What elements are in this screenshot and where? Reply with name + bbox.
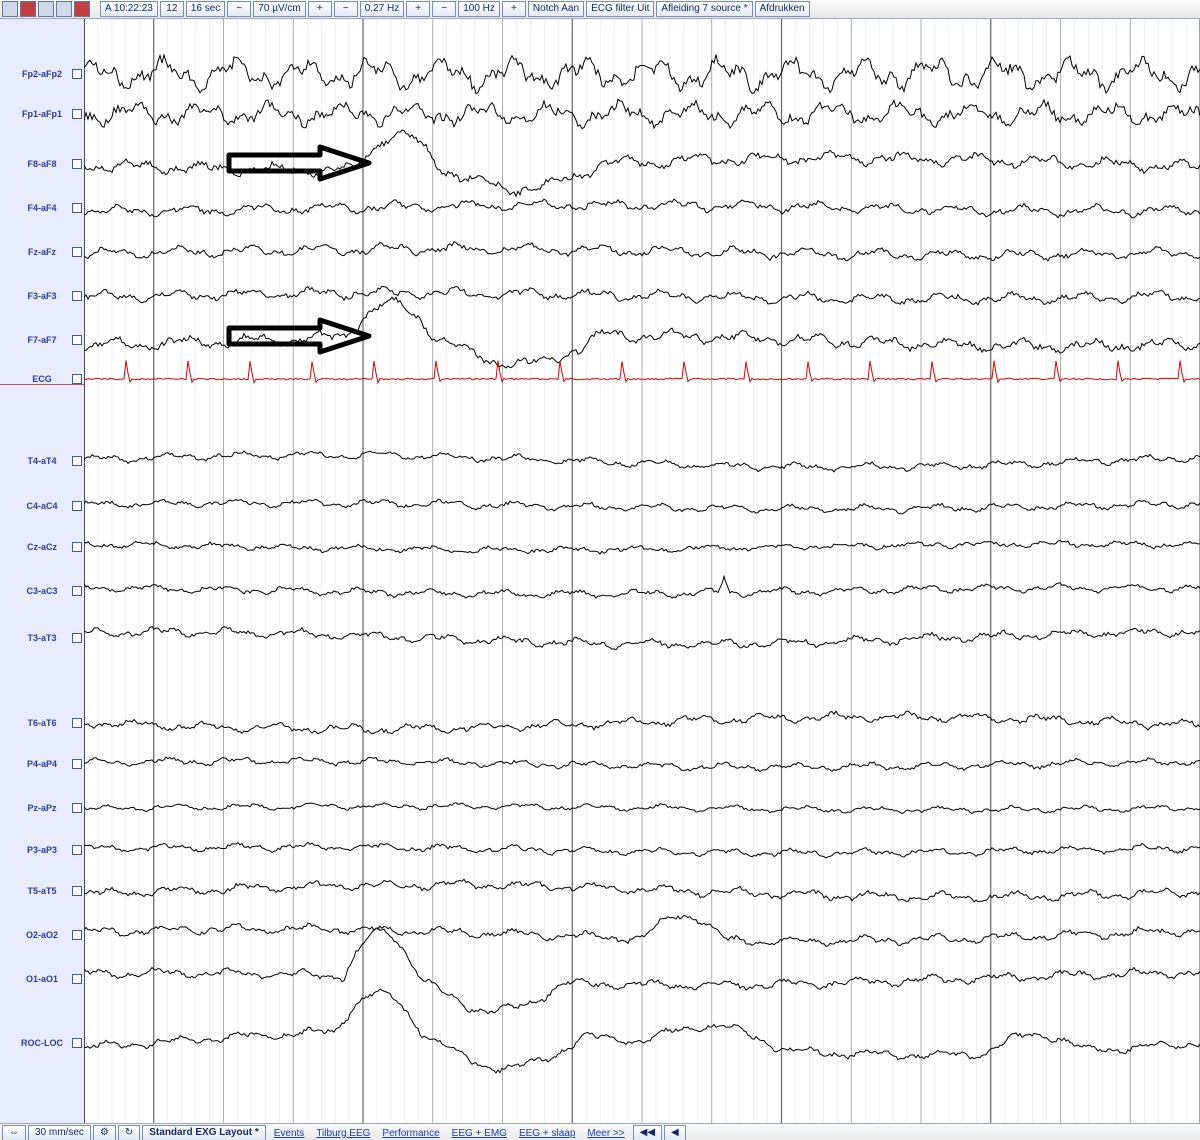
channel-toggle[interactable] (72, 803, 82, 813)
waveform-plot[interactable] (84, 19, 1200, 1123)
channel-toggle[interactable] (72, 69, 82, 79)
channel-label: O1-aO1 (12, 974, 72, 984)
refresh-icon[interactable]: ↻ (118, 1125, 140, 1140)
ecg-filter-button[interactable]: ECG filter Uit (586, 1, 654, 17)
channel-toggle[interactable] (72, 247, 82, 257)
channel-toggle[interactable] (72, 886, 82, 896)
highcut-value[interactable]: 100 Hz (458, 1, 500, 17)
status-link-1[interactable]: Tilburg EEG (310, 1128, 376, 1139)
speaker-icon[interactable] (56, 1, 72, 17)
print-button[interactable]: Afdrukken (755, 1, 810, 17)
main-area: Fp2-aFp2 Fp1-aFp1 F8-aF8 F4-aF4 Fz-aFz F3-aF3… (0, 19, 1200, 1123)
lowcut-plus-button[interactable]: + (406, 1, 430, 17)
status-link-0[interactable]: Events (268, 1128, 311, 1139)
channel-toggle[interactable] (72, 930, 82, 940)
channel-label: T5-aT5 (12, 886, 72, 896)
channel-toggle[interactable] (72, 335, 82, 345)
channel-label: Fz-aFz (12, 247, 72, 257)
lowcut-value[interactable]: 0.27 Hz (360, 1, 404, 17)
channel-toggle[interactable] (72, 374, 82, 384)
channel-toggle[interactable] (72, 456, 82, 466)
gain-value[interactable]: 70 µV/cm (253, 1, 305, 17)
channel-label: P4-aP4 (12, 759, 72, 769)
lowcut-minus-button[interactable]: − (334, 1, 358, 17)
settings-icon[interactable]: ⚙ (93, 1125, 116, 1140)
gain-plus-button[interactable]: + (308, 1, 332, 17)
folder-icon[interactable] (38, 1, 54, 17)
speed-value[interactable]: 30 mm/sec (28, 1125, 91, 1140)
channel-label: T6-aT6 (12, 718, 72, 728)
channel-toggle[interactable] (72, 203, 82, 213)
channel-toggle[interactable] (72, 501, 82, 511)
status-link-3[interactable]: EEG + EMG (446, 1128, 513, 1139)
channel-toggle[interactable] (72, 845, 82, 855)
channel-toggle[interactable] (72, 586, 82, 596)
channel-toggle[interactable] (72, 159, 82, 169)
status-link-2[interactable]: Performance (376, 1128, 445, 1139)
highcut-plus-button[interactable]: + (502, 1, 526, 17)
channel-label: O2-aO2 (12, 930, 72, 940)
channel-label: Fp2-aFp2 (12, 69, 72, 79)
channel-toggle[interactable] (72, 759, 82, 769)
cursor-icon[interactable] (2, 1, 18, 17)
status-link-5[interactable]: Meer >> (581, 1128, 630, 1139)
notch-button[interactable]: Notch Aan (528, 1, 584, 17)
channel-label: Fp1-aFp1 (12, 109, 72, 119)
time-display[interactable]: A 10:22:23 (100, 1, 158, 17)
channel-label: C3-aC3 (12, 586, 72, 596)
gain-minus-button[interactable]: − (227, 1, 251, 17)
channel-toggle[interactable] (72, 1038, 82, 1048)
channel-toggle[interactable] (72, 974, 82, 984)
window-seconds[interactable]: 16 sec (186, 1, 225, 17)
channel-label: Pz-aPz (12, 803, 72, 813)
nav-prev-button[interactable]: ◀ (664, 1125, 686, 1140)
montage-select[interactable]: Afleiding 7 source * (656, 1, 752, 17)
channel-label: P3-aP3 (12, 845, 72, 855)
status-link-4[interactable]: EEG + slaap (513, 1128, 581, 1139)
grid-icon[interactable] (74, 1, 90, 17)
channel-label: T4-aT4 (12, 456, 72, 466)
channel-label: Cz-aCz (12, 542, 72, 552)
bottom-statusbar: ⇔ 30 mm/sec ⚙ ↻ Standard EXG Layout * Ev… (0, 1123, 1200, 1140)
ruler-icon[interactable] (20, 1, 36, 17)
channel-label: ROC-LOC (12, 1038, 72, 1048)
highcut-minus-button[interactable]: − (432, 1, 456, 17)
channel-sidebar: Fp2-aFp2 Fp1-aFp1 F8-aF8 F4-aF4 Fz-aFz F3-aF3… (0, 19, 85, 1123)
channel-label: F8-aF8 (12, 159, 72, 169)
channel-toggle[interactable] (72, 542, 82, 552)
channel-toggle[interactable] (72, 291, 82, 301)
channel-label: ECG (12, 374, 72, 384)
channel-label: F7-aF7 (12, 335, 72, 345)
page-number[interactable]: 12 (160, 1, 184, 17)
channel-label: F3-aF3 (12, 291, 72, 301)
channel-label: T3-aT3 (12, 633, 72, 643)
channel-toggle[interactable] (72, 633, 82, 643)
channel-toggle[interactable] (72, 718, 82, 728)
channel-toggle[interactable] (72, 109, 82, 119)
layout-select[interactable]: Standard EXG Layout * (142, 1125, 265, 1140)
channel-label: C4-aC4 (12, 501, 72, 511)
top-toolbar: A 10:22:23 12 16 sec − 70 µV/cm + − 0.27… (0, 0, 1200, 19)
speed-icon[interactable]: ⇔ (2, 1125, 26, 1140)
channel-label: F4-aF4 (12, 203, 72, 213)
nav-prev-fast-button[interactable]: ◀◀ (633, 1125, 662, 1140)
